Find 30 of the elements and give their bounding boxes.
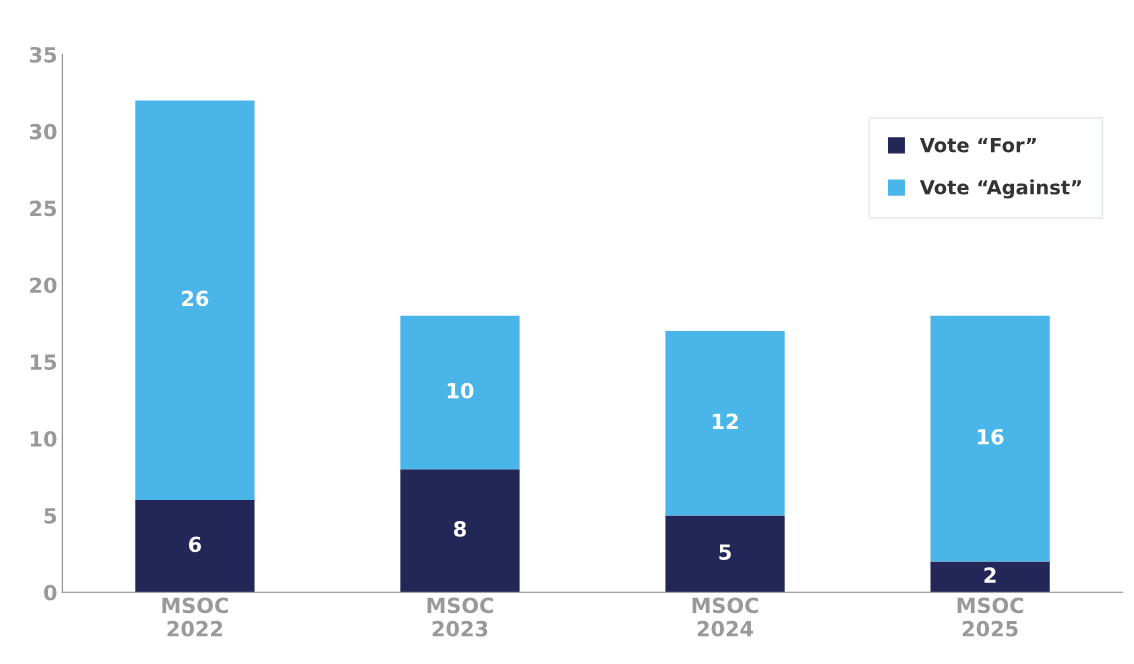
y-tick-label: 30 — [29, 123, 57, 140]
y-tick-label: 0 — [44, 584, 57, 601]
data-label: 8 — [454, 521, 466, 537]
data-label: 5 — [719, 544, 731, 560]
bar — [400, 469, 520, 593]
bar — [400, 315, 520, 470]
x-tick-label: MSOC 2025 — [957, 597, 1024, 637]
bar — [665, 331, 785, 516]
x-tick-label: MSOC 2022 — [162, 597, 228, 637]
bar — [930, 561, 1050, 593]
data-label: 12 — [712, 413, 738, 429]
data-label: 6 — [188, 536, 202, 553]
x-tick-label: MSOC 2023 — [427, 597, 494, 637]
bar — [930, 315, 1050, 562]
y-tick-label: 20 — [30, 277, 57, 294]
x-tick-label: MSOC 2024 — [692, 597, 759, 637]
bar — [135, 100, 255, 501]
legend-label: Vote “Against” — [919, 179, 1081, 199]
y-tick-label: 5 — [44, 508, 57, 524]
data-label: 16 — [977, 428, 1004, 445]
data-label: 10 — [447, 382, 474, 399]
bar — [665, 515, 785, 593]
legend-label: Vote “For” — [919, 138, 1036, 153]
y-tick-label: 15 — [30, 354, 57, 370]
y-tick-label: 35 — [29, 46, 57, 63]
bar — [135, 500, 255, 593]
y-tick-label: 10 — [30, 431, 57, 447]
data-label: 2 — [984, 567, 996, 583]
data-label: 26 — [182, 290, 209, 307]
y-tick-label: 25 — [30, 200, 57, 217]
